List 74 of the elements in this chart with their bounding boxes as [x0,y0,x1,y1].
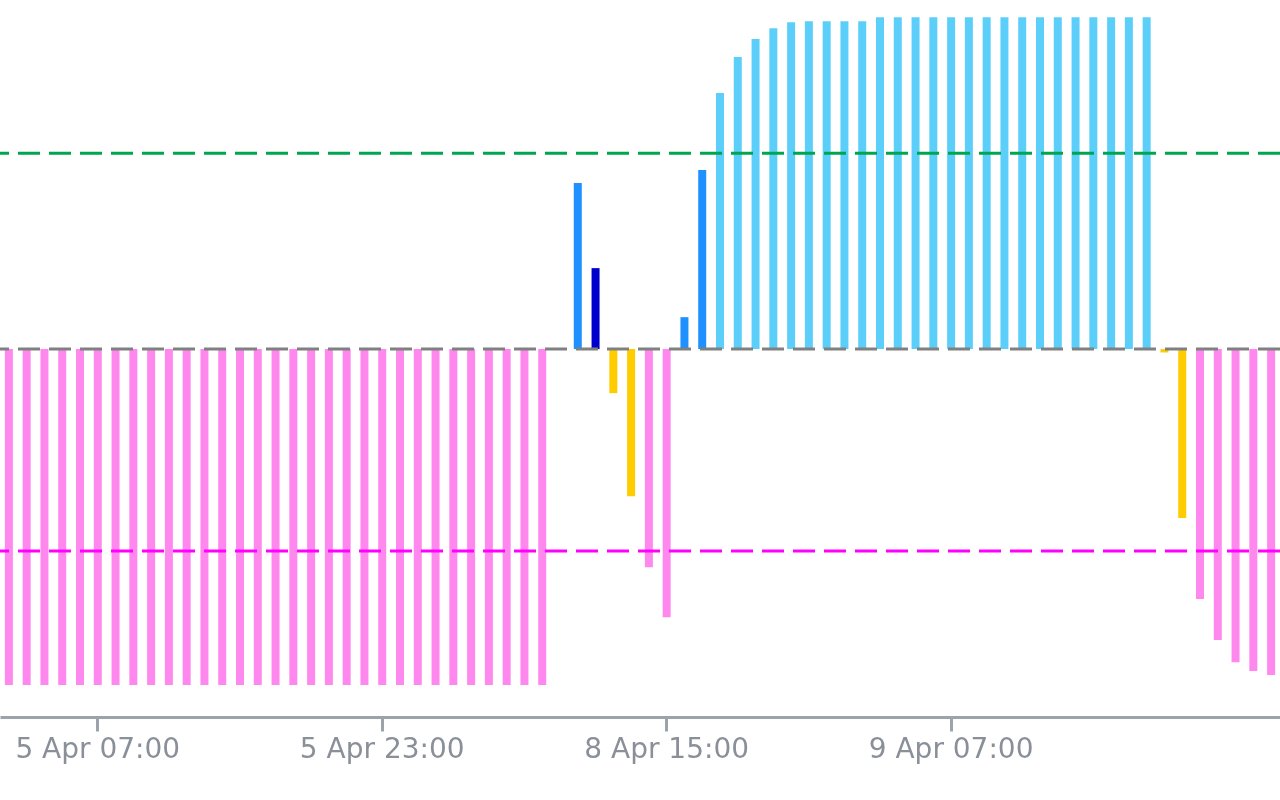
bar [22,349,31,686]
bar [378,349,387,686]
bar [484,349,493,686]
bar [182,349,191,686]
bar [4,349,13,686]
bar [627,349,636,497]
bar [324,349,333,686]
bar [431,349,440,686]
bar [1124,17,1133,350]
bar [591,268,600,350]
bar [396,349,404,686]
bar [111,349,120,686]
bar [342,349,351,686]
bar [1089,17,1098,350]
bar [609,349,618,394]
bar [129,349,138,686]
bar [1000,17,1009,350]
bar [911,17,920,350]
bar [307,349,316,686]
bar [893,17,902,350]
bar [644,349,653,568]
bar [218,349,227,686]
bar [1249,349,1258,671]
bar [271,349,280,686]
bar [538,349,547,686]
bar [520,349,529,686]
bar [964,17,973,350]
x-tick-label: 5 Apr 23:00 [299,731,465,765]
bar [840,21,849,350]
x-tick-label: 8 Apr 15:00 [584,731,750,765]
bar [787,22,796,350]
bar [76,349,84,686]
bar [289,349,298,686]
bar [858,21,867,350]
bar [698,170,707,350]
bar [449,349,458,686]
bar [147,349,156,686]
bar [751,38,760,350]
bar [769,28,778,350]
bar [1071,17,1080,350]
bar [1196,349,1204,600]
bar [1231,349,1240,663]
bar [716,93,724,350]
bar [58,349,67,686]
bar [680,317,689,350]
bar [236,349,244,686]
bar [929,17,938,350]
bar [1213,349,1222,641]
bar [822,21,831,350]
bar [413,349,422,686]
bar [733,57,742,350]
bar [662,349,671,618]
bar [804,21,813,350]
bar [360,349,369,686]
bar [1053,17,1062,350]
bar [93,349,102,686]
bar [1036,17,1044,350]
bar [1178,349,1187,519]
bar [40,349,49,686]
bar [876,17,884,350]
bar [982,17,991,350]
bar [1018,17,1027,350]
bar [200,349,209,686]
x-tick-label: 5 Apr 07:00 [15,731,181,765]
bar [502,349,511,686]
bar [573,183,582,350]
bar [1267,349,1276,675]
bar [947,17,956,350]
x-tick-label: 9 Apr 07:00 [868,731,1034,765]
bar [1107,17,1116,350]
bar [253,349,262,686]
bar [164,349,173,686]
bar [1142,17,1151,350]
bar [467,349,476,686]
